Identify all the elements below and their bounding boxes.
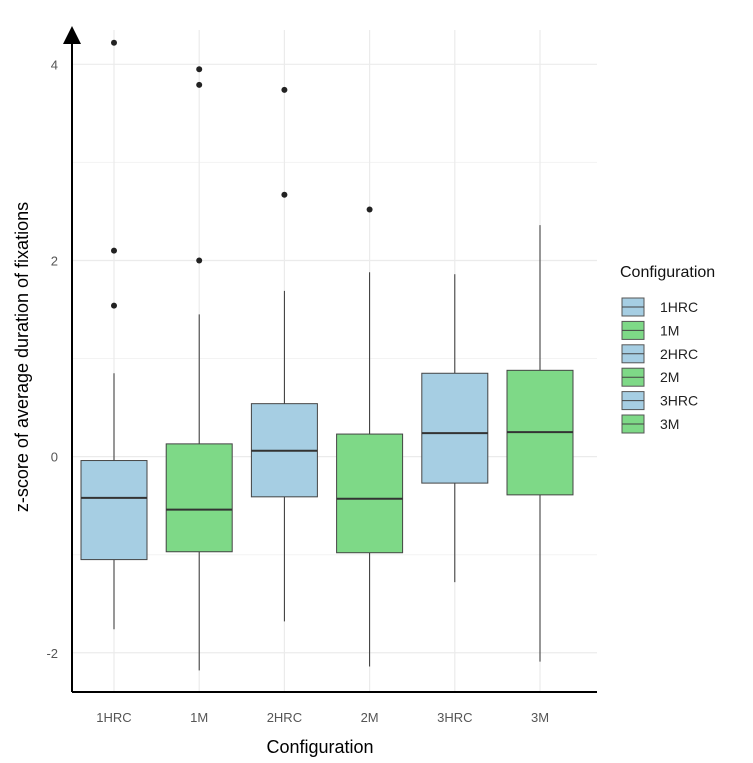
x-tick-label: 2M [361,710,379,725]
legend-item: 2HRC [621,344,698,364]
y-axis-title: z-score of average duration of fixations [12,202,32,512]
legend-label: 3HRC [660,393,698,409]
legend-item: 1M [621,320,679,340]
outlier-point [196,66,203,73]
legend-label: 2M [660,369,679,385]
legend-label: 2HRC [660,346,698,362]
outlier-point [111,247,117,254]
legend-title: Configuration [620,264,715,281]
legend-item: 2M [621,367,679,387]
legend-items: 1HRC 1M 2HRC 2M 3HRC 3M [621,297,698,434]
grid-lines [72,30,597,692]
outliers [111,39,373,309]
axes [63,26,597,693]
box-1HRC [80,373,148,630]
y-tick-label: 4 [51,57,58,72]
outlier-point [196,257,203,264]
legend-label: 3M [660,416,679,432]
y-tick-label: 2 [51,253,58,268]
outlier-point [281,86,288,93]
tick-labels: -2 0 2 4 1HRC 1M 2HRC 2M 3HRC 3M [46,57,549,725]
x-tick-label: 1M [190,710,208,725]
box-2HRC [250,290,318,622]
legend-label: 1HRC [660,299,698,315]
y-tick-label: -2 [46,646,58,661]
x-tick-label: 3HRC [437,710,472,725]
legend: Configuration 1HRC 1M 2HRC 2M 3HRC 3M [620,264,715,434]
box-iqr [336,433,404,554]
outlier-point [111,302,117,309]
y-axis-arrowhead [63,26,81,44]
x-tick-label: 3M [531,710,549,725]
box-iqr [80,460,148,561]
legend-label: 1M [660,322,679,338]
y-tick-label: 0 [51,450,58,465]
x-tick-label: 1HRC [96,710,131,725]
box-1M [165,314,233,671]
legend-item: 1HRC [621,297,698,317]
box-iqr [165,443,233,553]
x-axis-title: Configuration [266,737,373,757]
x-tick-label: 2HRC [267,710,302,725]
legend-item: 3M [621,414,679,434]
box-2M [336,272,404,667]
boxes [80,225,574,671]
outlier-point [196,81,203,88]
box-3M [506,225,574,662]
legend-item: 3HRC [621,391,698,411]
box-iqr [421,372,489,484]
box-3HRC [421,274,489,583]
outlier-point [366,206,373,213]
outlier-point [281,191,288,198]
outlier-point [111,39,117,46]
